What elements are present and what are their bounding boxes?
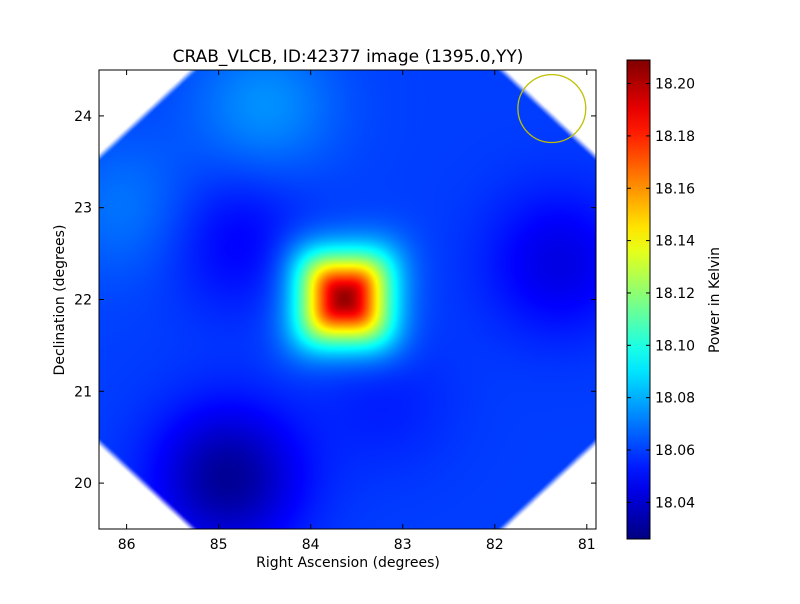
- x-axis: 86 85 84 83 82 81: [118, 70, 596, 553]
- colorbar-gradient: [626, 59, 651, 540]
- plot-area: 86 85 84 83 82 81 20 21 22 23 24: [74, 69, 597, 553]
- colorbar-tick-label: 18.20: [655, 77, 695, 93]
- chart-title: CRAB_VLCB, ID:42377 image (1395.0,YY): [173, 47, 524, 67]
- y-tick-label: 21: [74, 384, 92, 400]
- colorbar-tick-label: 18.08: [655, 391, 695, 407]
- heatmap-image: [99, 70, 596, 529]
- beam-circle: [517, 73, 587, 144]
- y-tick-label: 20: [74, 476, 92, 492]
- colorbar-tick-label: 18.04: [655, 495, 695, 511]
- colorbar-tick-label: 18.10: [655, 338, 695, 354]
- x-tick-label: 85: [210, 537, 228, 553]
- y-tick-label: 24: [74, 109, 92, 125]
- colorbar-tick-label: 18.18: [655, 129, 695, 145]
- y-axis: 20 21 22 23 24: [74, 109, 596, 492]
- x-tick-label: 83: [394, 537, 412, 553]
- colorbar-tick-label: 18.14: [655, 234, 695, 250]
- x-tick-label: 86: [118, 537, 136, 553]
- y-tick-label: 22: [74, 293, 92, 309]
- y-tick-label: 23: [74, 201, 92, 217]
- colorbar-ticks: 18.04 18.06 18.08 18.10 18.12 18.14 18.16 18.18…: [627, 77, 695, 511]
- colorbar: 18.04 18.06 18.08 18.10 18.12 18.14 18.16 18.18…: [626, 59, 723, 540]
- colorbar-tick-label: 18.12: [655, 286, 695, 302]
- colorbar-label: Power in Kelvin: [707, 247, 723, 353]
- x-tick-label: 82: [486, 537, 504, 553]
- plot-frame: [98, 69, 597, 530]
- x-axis-label: Right Ascension (degrees): [256, 555, 440, 571]
- y-axis-label: Declination (degrees): [52, 225, 68, 376]
- colorbar-tick-label: 18.16: [655, 181, 695, 197]
- x-tick-label: 84: [302, 537, 320, 553]
- colorbar-tick-label: 18.06: [655, 443, 695, 459]
- x-tick-label: 81: [578, 537, 596, 553]
